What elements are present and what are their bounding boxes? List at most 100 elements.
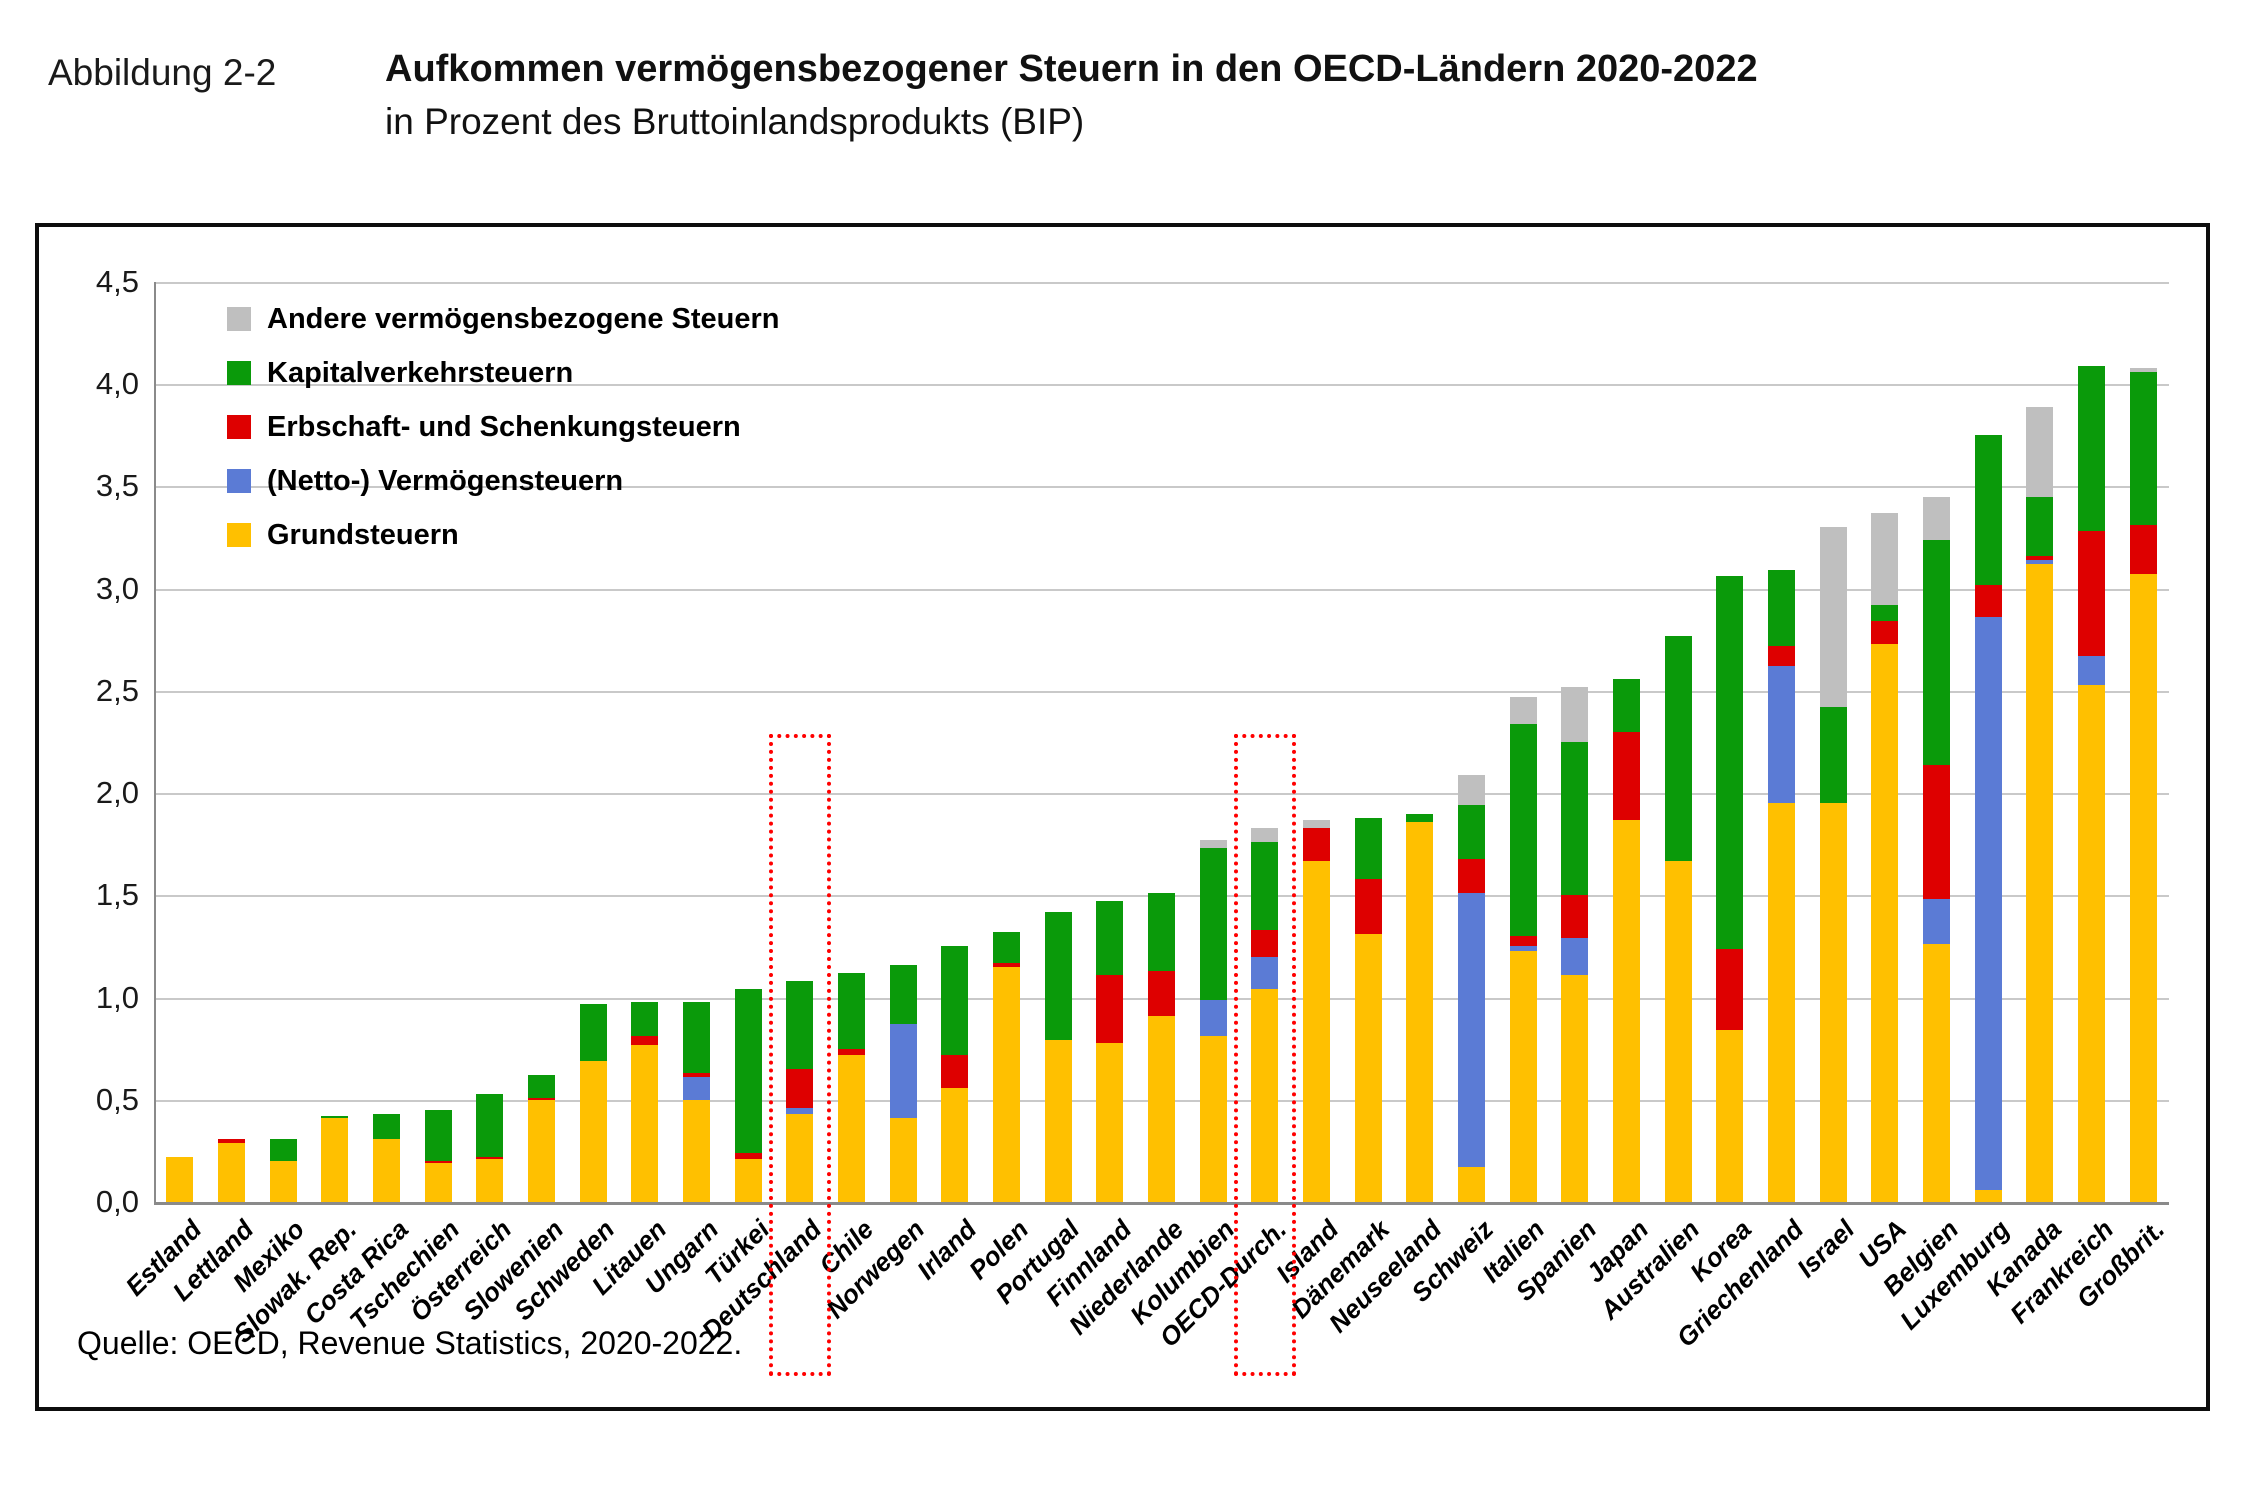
bar-segment	[1561, 742, 1589, 896]
bar-niederlande	[1148, 893, 1175, 1202]
bar-segment	[734, 1159, 762, 1202]
bar-segment	[1664, 635, 1692, 861]
bar-segment	[528, 1075, 555, 1098]
bar-segment	[2026, 406, 2054, 497]
bar-segment	[218, 1138, 245, 1143]
bar-segment	[1716, 576, 1744, 949]
bar-segment	[2078, 365, 2105, 532]
bar-spanien	[1561, 686, 1589, 1202]
gridline	[154, 690, 2169, 693]
figure-title: Aufkommen vermögensbezogener Steuern in …	[385, 48, 1758, 90]
bar-segment	[1044, 911, 1072, 1041]
bar-segment	[1819, 707, 1847, 804]
gridline	[154, 793, 2169, 796]
bar-segment	[1716, 1030, 1744, 1202]
bar-segment	[683, 1001, 710, 1074]
bar-segment	[1509, 723, 1537, 937]
legend-swatch-icon	[227, 307, 251, 331]
bar-segment	[1458, 893, 1485, 1168]
legend: Andere vermögensbezogene Steuern Kapitalv…	[227, 299, 779, 569]
bar-litauen	[631, 1001, 659, 1202]
bar-deutschland	[786, 981, 814, 1202]
legend-label: Erbschaft- und Schenkungsteuern	[267, 410, 741, 443]
bar-segment	[1251, 827, 1279, 843]
bar-mexiko	[269, 1138, 297, 1202]
legend-swatch-icon	[227, 361, 251, 385]
bar-segment	[2129, 525, 2157, 575]
bar-neuseeland	[1406, 813, 1434, 1202]
bar-segment	[1303, 819, 1330, 828]
bar-segment	[786, 1114, 814, 1202]
bar-segment	[1458, 805, 1485, 859]
bar-segment	[1871, 513, 1899, 606]
bar-segment	[1923, 899, 1950, 945]
bar-segment	[1716, 948, 1744, 1031]
bar-segment	[1251, 989, 1279, 1202]
bar-segment	[1768, 570, 1795, 646]
bar-segment	[1458, 1167, 1485, 1202]
bar-segment	[1509, 936, 1537, 947]
bar-kanada	[2026, 406, 2054, 1202]
y-axis-tick-label: 2,0	[95, 775, 139, 811]
bar-segment	[1974, 1189, 2002, 1202]
bar-segment	[1664, 860, 1692, 1202]
bar-segment	[1251, 842, 1279, 931]
legend-label: Kapitalverkehrsteuern	[267, 356, 574, 389]
bar-segment	[786, 981, 814, 1070]
bar-segment	[631, 1044, 659, 1202]
bar-segment	[1768, 645, 1795, 667]
bar-luxemburg	[1974, 435, 2002, 1202]
bar-segment	[1251, 956, 1279, 990]
bar-segment	[993, 966, 1020, 1202]
bar-island	[1303, 819, 1330, 1202]
legend-item: (Netto-) Vermögensteuern	[227, 461, 779, 501]
plot-area: 0,0 0,5 1,0 1,5 2,0 2,5 3,0 3,5 4,0 4,5 Estland Let…	[39, 227, 2206, 1407]
bar-segment	[218, 1142, 245, 1202]
chart-box: 0,0 0,5 1,0 1,5 2,0 2,5 3,0 3,5 4,0 4,5 Estland Let…	[35, 223, 2210, 1411]
y-axis-tick-label: 3,5	[95, 468, 139, 504]
bar-segment	[1819, 527, 1847, 708]
bar-segment	[1871, 605, 1899, 622]
gridline	[154, 486, 2169, 489]
highlight-box-oecd-durch-	[1233, 733, 1296, 1376]
bar-segment	[1044, 1040, 1072, 1202]
bar-estland	[166, 1157, 194, 1202]
bar-segment	[166, 1157, 194, 1202]
bar-segment	[1406, 813, 1434, 822]
bar-finnland	[1096, 901, 1124, 1202]
legend-label: (Netto-) Vermögensteuern	[267, 464, 624, 497]
bar-segment	[941, 1054, 969, 1088]
bar-norwegen	[889, 964, 917, 1202]
bar-segment	[373, 1114, 400, 1139]
bar-slowak-rep-	[321, 1116, 349, 1202]
bar-großbrit-	[2129, 367, 2157, 1202]
figure-subtitle: in Prozent des Bruttoinlandsprodukts (BI…	[385, 101, 1085, 142]
bar-tschechien	[424, 1110, 452, 1202]
bar-segment	[838, 1048, 865, 1055]
y-axis-tick-label: 0,5	[95, 1081, 139, 1117]
bar-segment	[889, 1024, 917, 1119]
y-axis-tick-label: 4,5	[95, 264, 139, 299]
bar-segment	[321, 1116, 349, 1119]
bar-segment	[1871, 643, 1899, 1202]
bar-segment	[424, 1161, 452, 1164]
bar-segment	[889, 1118, 917, 1202]
bar-segment	[2026, 564, 2054, 1202]
bar-segment	[1613, 678, 1640, 732]
bar-segment	[1871, 621, 1899, 644]
bar-segment	[1561, 975, 1589, 1202]
bar-segment	[1613, 731, 1640, 820]
bar-segment	[631, 1001, 659, 1037]
y-axis-tick-label: 4,0	[95, 366, 139, 402]
bar-segment	[1923, 764, 1950, 900]
source-note: Quelle: OECD, Revenue Statistics, 2020-2…	[77, 1325, 743, 1361]
bar-segment	[528, 1097, 555, 1100]
bar-segment	[1406, 821, 1434, 1202]
bar-frankreich	[2078, 365, 2105, 1202]
bar-segment	[1509, 950, 1537, 1202]
bar-segment	[1199, 840, 1227, 849]
legend-swatch-icon	[227, 523, 251, 547]
bar-segment	[889, 964, 917, 1025]
bar-segment	[1148, 893, 1175, 971]
